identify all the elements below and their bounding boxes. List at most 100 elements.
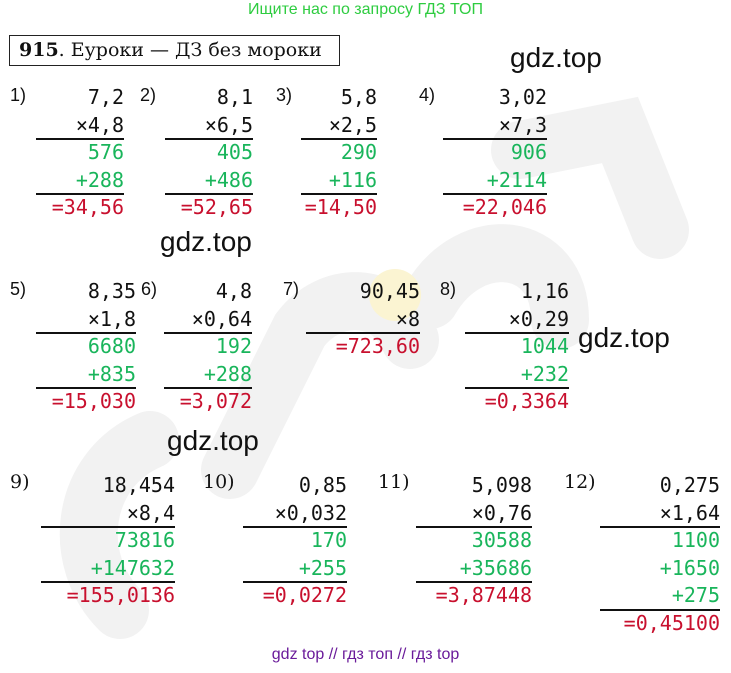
partial-product: +288 [203, 361, 252, 386]
multiplicand: 0,275 [659, 473, 720, 497]
watermark-gdz-top: gdz.top [167, 425, 259, 456]
multiplicand: 90,45 [359, 279, 420, 303]
partial-product: +232 [520, 361, 569, 386]
result: =52,65 [180, 195, 253, 219]
multiply-line [41, 526, 175, 528]
partial-product: 1044 [520, 334, 569, 358]
problem-number: 6) [141, 279, 158, 299]
multiply-line [306, 332, 420, 334]
multiplier: ×6,5 [204, 112, 253, 137]
multiplicand: 7,2 [87, 85, 124, 109]
partial-product: +835 [87, 361, 136, 386]
partial-product: 576 [87, 140, 124, 164]
sum-line [465, 387, 569, 389]
partial-product: +288 [75, 167, 124, 192]
problem-12: 0,275 ×1,64 1100 +1650 +275 =0,45100 [0, 473, 720, 673]
result: =34,56 [51, 195, 124, 219]
problem-number: 3) [276, 85, 293, 105]
result: =14,50 [304, 195, 377, 219]
partial-product: 192 [215, 334, 252, 358]
problem-number: 5) [10, 279, 27, 299]
problem-number: 9) [10, 471, 30, 493]
problem-9: 18,454 ×8,4 73816 +147632 =155,0136 [0, 473, 175, 673]
sum-line [41, 581, 175, 583]
multiplier: ×1,8 [87, 306, 136, 331]
problem-5: 8,35 ×1,8 6680 +835 =15,030 [0, 279, 136, 479]
problem-number: 8) [440, 279, 457, 299]
partial-product: +275 [671, 583, 720, 607]
problem-10: 0,85 ×0,032 170 +255 =0,0272 [0, 473, 347, 673]
sum-line [443, 193, 547, 195]
multiply-line [600, 526, 720, 528]
multiplier: ×0,76 [471, 500, 532, 525]
multiplicand: 5,098 [471, 473, 532, 497]
multiplier: ×7,3 [498, 112, 547, 137]
sum-line [600, 608, 720, 611]
problem-11: 5,098 ×0,76 30588 +35686 =3,87448 [0, 473, 532, 673]
exercise-number: 915 [19, 39, 59, 61]
sum-line [165, 193, 253, 195]
partial-product: 405 [216, 140, 253, 164]
problem-number: 10) [203, 471, 235, 493]
partial-product: 290 [340, 140, 377, 164]
problem-4: 3,02 ×7,3 906 +2114 =22,046 [0, 85, 547, 285]
watermark-gdz-top: gdz.top [578, 322, 670, 353]
multiplicand: 4,8 [215, 279, 252, 303]
multiplier: ×8 [395, 306, 420, 331]
multiplicand: 18,454 [102, 473, 175, 497]
problem-number: 7) [283, 279, 300, 299]
multiplicand: 8,35 [87, 279, 136, 303]
multiplicand: 1,16 [520, 279, 569, 303]
multiply-line [36, 138, 124, 140]
multiply-line [165, 138, 253, 140]
problem-6: 4,8 ×0,64 192 +288 =3,072 [0, 279, 252, 479]
footer-links[interactable]: gdz top // гдз топ // гдз top [271, 646, 460, 663]
problem-2: 8,1 ×6,5 405 +486 =52,65 [0, 85, 253, 285]
result: =0,45100 [623, 610, 720, 635]
multiplicand: 5,8 [340, 85, 377, 109]
multiplicand: 0,85 [298, 473, 347, 497]
multiplier: ×4,8 [75, 112, 124, 137]
problem-3: 5,8 ×2,5 290 +116 =14,50 [0, 85, 377, 285]
problem-7: 90,45 ×8 =723,60 [0, 279, 420, 479]
header-title: . Еуроки — ДЗ без мороки [58, 39, 322, 61]
multiplier: ×1,64 [659, 500, 720, 525]
result: =0,0272 [262, 583, 347, 607]
partial-product: 6680 [87, 334, 136, 358]
multiplier: ×0,032 [274, 500, 347, 525]
result: =155,0136 [66, 583, 175, 607]
partial-product: 1100 [671, 528, 720, 552]
partial-product: +147632 [90, 555, 175, 580]
partial-product: +2114 [486, 167, 547, 192]
multiply-line [416, 526, 532, 528]
multiplier: ×0,29 [508, 306, 569, 331]
sum-line [243, 581, 347, 583]
result: =723,60 [335, 334, 420, 358]
problem-number: 4) [419, 85, 436, 105]
result: =3,072 [179, 389, 252, 413]
multiplicand: 3,02 [498, 85, 547, 109]
partial-product: +255 [298, 555, 347, 580]
problem-number: 2) [140, 85, 157, 105]
multiplier: ×8,4 [126, 500, 175, 525]
multiplicand: 8,1 [216, 85, 253, 109]
partial-product: +35686 [459, 555, 532, 580]
problem-number: 11) [378, 471, 410, 493]
multiply-line [164, 332, 252, 334]
partial-product: 170 [310, 528, 347, 552]
partial-product: 73816 [114, 528, 175, 552]
sum-line [36, 387, 136, 389]
sum-line [301, 193, 377, 195]
sum-line [164, 387, 252, 389]
sum-line [416, 581, 532, 583]
partial-product: 906 [510, 140, 547, 164]
problem-8: 1,16 ×0,29 1044 +232 =0,3364 [0, 279, 569, 479]
multiply-line [465, 332, 569, 334]
result: =22,046 [462, 195, 547, 219]
top-link[interactable]: Ищите нас по запросу ГДЗ ТОП [248, 1, 483, 18]
multiply-line [443, 138, 547, 140]
multiplier: ×2,5 [328, 112, 377, 137]
result: =15,030 [51, 389, 136, 413]
multiplier: ×0,64 [191, 306, 252, 331]
